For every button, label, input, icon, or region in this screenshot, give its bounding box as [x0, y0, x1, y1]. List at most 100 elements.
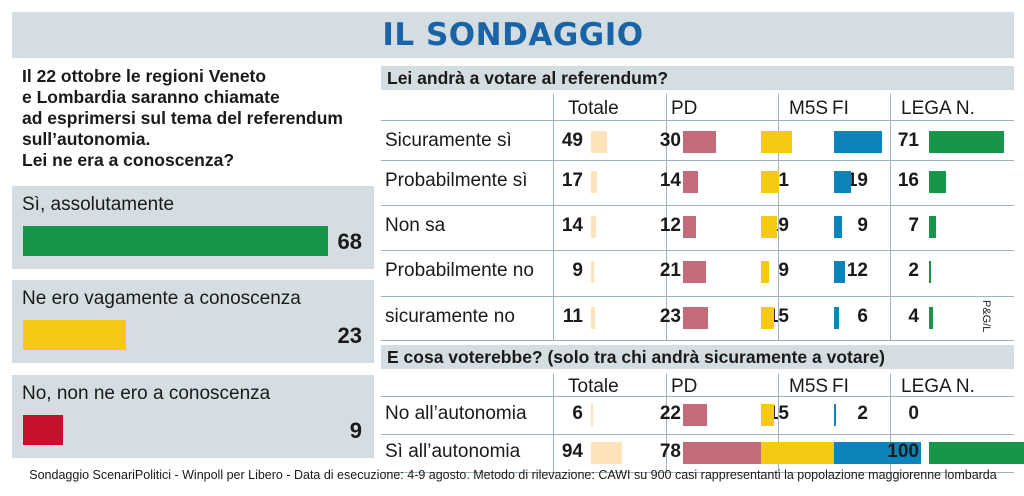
option-label: Sì, assolutamente — [22, 194, 175, 215]
data-bar — [761, 216, 777, 238]
question-line: Lei ne era a conoscenza? — [22, 150, 235, 170]
data-bar — [929, 261, 931, 283]
option-value: 23 — [337, 323, 362, 348]
option-bar — [23, 320, 126, 350]
section-title-voting: Lei andrà a votare al referendum? — [381, 66, 1014, 90]
data-bar — [929, 307, 933, 329]
cell-value: 12 — [846, 260, 868, 281]
data-bar — [591, 404, 593, 426]
data-bar — [683, 404, 707, 426]
cell-value: 2 — [908, 260, 919, 281]
data-bar — [761, 171, 779, 193]
cell-value: 16 — [897, 170, 919, 191]
column-divider — [666, 374, 667, 472]
row-divider — [381, 396, 1014, 397]
column-divider — [890, 94, 891, 340]
cell-value: 14 — [561, 215, 583, 236]
data-bar — [683, 171, 698, 193]
row-label: Probabilmente no — [385, 260, 534, 281]
column-header: PD — [671, 376, 698, 397]
question-line: sull’autonomia. — [22, 129, 151, 149]
cell-value: 14 — [659, 170, 681, 191]
cell-value: 6 — [572, 403, 583, 424]
data-bar — [761, 442, 834, 464]
option-panel — [12, 375, 374, 458]
row-label: Sì all’autonomia — [385, 441, 521, 462]
cell-value: 100 — [887, 441, 919, 462]
data-bar — [591, 131, 607, 153]
row-divider — [381, 120, 1014, 121]
data-bar — [761, 307, 774, 329]
data-bar — [834, 261, 845, 283]
left-question: Il 22 ottobre le regioni Veneto e Lombar… — [22, 66, 362, 171]
column-divider — [890, 374, 891, 472]
column-header: LEGA N. — [901, 376, 975, 397]
column-divider — [778, 94, 779, 340]
question-line: e Lombardia saranno chiamate — [22, 87, 280, 107]
option-label: No, non ne ero a conoscenza — [22, 383, 271, 404]
row-label: Sicuramente sì — [385, 130, 512, 151]
cell-value: 30 — [659, 130, 681, 151]
cell-value: 9 — [857, 215, 868, 236]
row-label: No all’autonomia — [385, 403, 527, 424]
option-bar — [23, 415, 63, 445]
cell-value: 0 — [908, 403, 919, 424]
data-bar — [834, 171, 851, 193]
cell-value: 9 — [778, 260, 789, 281]
column-header: Totale — [568, 98, 619, 119]
data-bar — [591, 216, 596, 238]
data-bar — [834, 442, 921, 464]
cell-value: 9 — [572, 260, 583, 281]
option-value: 68 — [337, 229, 362, 254]
row-divider — [381, 434, 1014, 435]
data-bar — [683, 442, 769, 464]
title-band: IL SONDAGGIO — [12, 12, 1014, 58]
data-bar — [929, 442, 1024, 464]
cell-value: 23 — [659, 306, 681, 327]
option-label: Ne ero vagamente a conoscenza — [22, 288, 301, 309]
credit-text: P&G/L — [980, 300, 992, 333]
question-line: ad esprimersi sul tema del referendum — [22, 108, 343, 128]
cell-value: 6 — [857, 306, 868, 327]
cell-value: 94 — [561, 441, 583, 462]
question-line: Il 22 ottobre le regioni Veneto — [22, 66, 267, 86]
data-bar — [834, 404, 836, 426]
cell-value: 22 — [659, 403, 681, 424]
row-divider — [381, 472, 1014, 473]
cell-value: 78 — [659, 441, 681, 462]
column-header: M5S — [789, 376, 829, 397]
data-bar — [591, 442, 622, 464]
data-bar — [929, 216, 936, 238]
cell-value: 49 — [561, 130, 583, 151]
column-divider — [553, 94, 554, 340]
row-label: Non sa — [385, 215, 446, 236]
data-bar — [683, 307, 708, 329]
cell-value: 11 — [562, 306, 583, 327]
option-value: 9 — [349, 418, 362, 443]
data-bar — [929, 131, 1004, 153]
column-divider — [666, 94, 667, 340]
row-divider — [381, 340, 1014, 341]
data-bar — [834, 131, 882, 153]
cell-value: 19 — [846, 170, 868, 191]
column-header: FI — [832, 98, 849, 119]
row-divider — [381, 205, 1014, 206]
column-header: FI — [832, 376, 849, 397]
data-bar — [683, 216, 696, 238]
cell-value: 7 — [908, 215, 919, 236]
row-divider — [381, 296, 1014, 297]
data-bar — [834, 216, 842, 238]
page-title: IL SONDAGGIO — [382, 17, 644, 53]
data-bar — [591, 261, 594, 283]
data-bar — [683, 261, 706, 283]
data-bar — [591, 307, 595, 329]
row-divider — [381, 250, 1014, 251]
row-divider — [381, 160, 1014, 161]
footer-note: Sondaggio ScenariPolitici - Winpoll per … — [29, 468, 997, 482]
column-header: M5S — [789, 98, 829, 119]
cell-value: 21 — [659, 260, 681, 281]
cell-value: 12 — [659, 215, 681, 236]
data-bar — [761, 131, 792, 153]
cell-value: 71 — [897, 130, 919, 151]
data-bar — [683, 131, 716, 153]
